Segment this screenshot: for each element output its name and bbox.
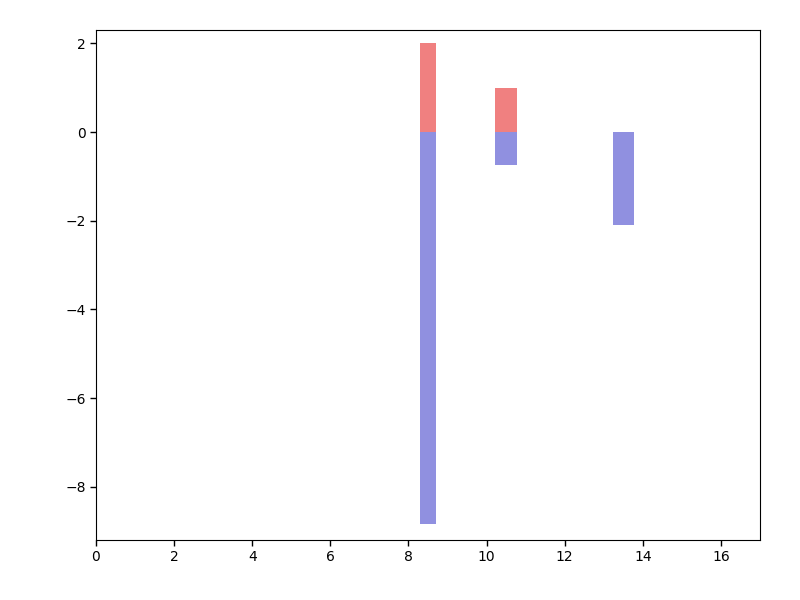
Bar [495,132,517,165]
Bar [420,43,436,132]
Bar [495,88,517,132]
Bar [613,132,634,225]
Bar [420,132,436,524]
